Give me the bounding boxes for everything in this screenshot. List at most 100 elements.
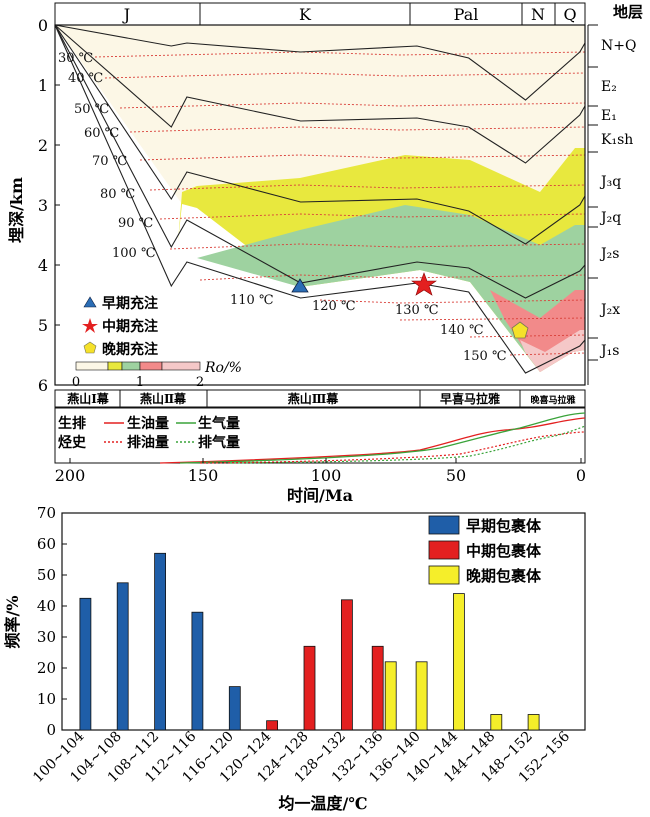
ro-bar-segment <box>75 361 109 371</box>
hydrocarbon-title-1: 生排 <box>58 415 86 432</box>
y-tick-label: 20 <box>37 659 56 677</box>
depth-axis: 0 1 2 3 4 5 6 埋深/km <box>7 16 60 395</box>
strata-label: E₁ <box>601 108 617 124</box>
histogram-bar <box>340 599 353 731</box>
isotherm-120 <box>319 299 586 304</box>
period-label: K <box>299 5 312 24</box>
histogram-bar <box>79 597 92 731</box>
ro-tick: 2 <box>196 375 204 390</box>
period-label: J <box>122 5 130 24</box>
y-tick-label: 70 <box>37 504 56 522</box>
histogram-bar <box>384 661 397 731</box>
gas-exp-label: 排气量 <box>198 434 240 451</box>
y-tick-label: 60 <box>37 535 56 553</box>
depth-tick: 2 <box>38 136 48 155</box>
period-label: N <box>531 5 545 24</box>
depth-tick: 6 <box>38 376 48 395</box>
y-tick-label: 40 <box>37 597 56 615</box>
histogram-bar <box>191 611 204 731</box>
strata-label: J₂x <box>599 302 620 318</box>
histogram-bar <box>266 720 279 731</box>
ro-zone-pink <box>520 330 585 372</box>
oil-exp-curve <box>199 431 586 464</box>
depth-tick: 5 <box>38 316 48 335</box>
burial-path-line <box>54 24 586 164</box>
depth-axis-label: 埋深/km <box>7 177 26 243</box>
histogram-bars <box>79 552 540 731</box>
tectonic-label: 燕山Ⅱ幕 <box>140 391 187 406</box>
early-legend-marker <box>83 296 97 308</box>
time-tick: 0 <box>576 466 586 485</box>
legend-label-late: 晚期包裹体 <box>466 567 542 585</box>
legend-label-early: 早期包裹体 <box>466 517 542 535</box>
isotherm-label: 90 ℃ <box>118 216 153 231</box>
tectonic-label: 燕山Ⅲ幕 <box>288 391 340 406</box>
histogram-legend: 早期包裹体 中期包裹体 晚期包裹体 <box>428 515 542 585</box>
isotherm-label: 110 ℃ <box>230 293 274 308</box>
isotherm-140 <box>469 334 586 338</box>
isotherm-label: 40 ℃ <box>68 71 103 86</box>
depth-tick: 4 <box>38 256 48 275</box>
histogram-bar <box>154 552 167 731</box>
isotherm-label: 60 ℃ <box>84 126 119 141</box>
hydrocarbon-title-2: 烃史 <box>58 434 87 451</box>
isotherm-label: 150 ℃ <box>463 349 507 364</box>
time-axis-label: 时间/Ma <box>287 486 353 505</box>
oil-gen-label: 生油量 <box>127 415 169 432</box>
strata-label: J₁s <box>599 343 619 359</box>
ro-tick: 0 <box>72 375 80 390</box>
legend-swatch-early <box>428 515 460 535</box>
isotherm-70 <box>139 154 586 161</box>
burial-path-line <box>54 24 586 299</box>
isotherm-label: 50 ℃ <box>74 102 109 117</box>
legend-label-middle: 中期包裹体 <box>466 542 542 560</box>
isotherm-80 <box>149 184 586 191</box>
isotherm-150 <box>509 352 586 356</box>
tectonic-label: 晚喜马拉雅 <box>530 394 575 406</box>
y-tick-label: 50 <box>37 566 56 584</box>
isotherm-40 <box>104 72 586 79</box>
ro-bar-segment <box>161 361 201 371</box>
strata-label: J₂s <box>599 246 619 262</box>
tectonic-label: 燕山Ⅰ幕 <box>67 391 110 406</box>
depth-tick: 1 <box>38 76 48 95</box>
period-label: Pal <box>454 5 479 24</box>
period-header: J K Pal N Q <box>54 2 586 26</box>
isotherm-label: 80 ℃ <box>100 187 135 202</box>
time-axis: 200 150 100 50 0 时间/Ma <box>55 458 586 505</box>
histogram-x-label: 均一温度/℃ <box>278 794 367 813</box>
isotherm-30 <box>94 51 586 58</box>
gas-gen-label: 生气量 <box>198 415 240 432</box>
histogram-y-label: 频率/% <box>3 595 22 648</box>
histogram-frame <box>61 512 586 731</box>
oil-gen-curve <box>159 417 586 464</box>
time-tick: 50 <box>446 466 466 485</box>
strata-label: E₂ <box>601 79 617 95</box>
ro-bar-segment <box>121 361 141 371</box>
middle-charge-marker <box>411 272 437 296</box>
time-tick: 200 <box>55 466 86 485</box>
period-label: Q <box>563 5 576 24</box>
y-tick-label: 30 <box>37 628 56 646</box>
isotherm-110 <box>199 274 586 281</box>
histogram-chart: 0 10 20 30 40 50 60 70 100~104104~108108~112112… <box>3 504 586 813</box>
histogram-bar <box>303 645 316 731</box>
isotherm-label: 30 ℃ <box>58 51 93 66</box>
charge-legend: 早期充注 中期充注 晚期充注 Ro/% 0 1 2 <box>72 295 242 390</box>
time-tick: 100 <box>311 466 342 485</box>
histogram-bar <box>228 686 241 731</box>
ro-bar-segment <box>107 361 123 371</box>
isotherm-50 <box>119 102 586 109</box>
legend-swatch-middle <box>428 540 460 560</box>
isotherm-label: 130 ℃ <box>395 303 439 318</box>
ro-tick: 1 <box>136 375 144 390</box>
time-tick: 150 <box>188 466 219 485</box>
histogram-bar <box>116 582 129 731</box>
strata-header: 地层 <box>613 3 643 21</box>
histogram-x-ticks: 100~104104~108108~112112~116116~120120~1… <box>30 728 573 785</box>
hydrocarbon-panel: 生排 烃史 生油量 生气量 排油量 排气量 <box>54 407 586 464</box>
middle-legend-marker <box>82 318 98 333</box>
strata-label: J₃q <box>599 174 621 190</box>
strata-label: N+Q <box>601 38 636 54</box>
